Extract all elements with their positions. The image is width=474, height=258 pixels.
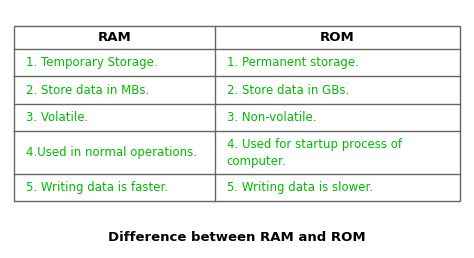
Text: 5. Writing data is slower.: 5. Writing data is slower. <box>227 181 373 194</box>
Text: RAM: RAM <box>98 31 131 44</box>
Bar <box>14 26 460 201</box>
Text: 5. Writing data is faster.: 5. Writing data is faster. <box>26 181 168 194</box>
Text: 1. Permanent storage.: 1. Permanent storage. <box>227 56 358 69</box>
Text: ROM: ROM <box>320 31 355 44</box>
Text: 3. Volatile.: 3. Volatile. <box>26 111 88 124</box>
Text: 2. Store data in GBs.: 2. Store data in GBs. <box>227 84 349 97</box>
Text: 2. Store data in MBs.: 2. Store data in MBs. <box>26 84 149 97</box>
Text: 4.Used in normal operations.: 4.Used in normal operations. <box>26 146 197 159</box>
Text: 4. Used for startup process of
computer.: 4. Used for startup process of computer. <box>227 138 401 167</box>
Text: Difference between RAM and ROM: Difference between RAM and ROM <box>108 231 366 244</box>
Text: 1. Temporary Storage.: 1. Temporary Storage. <box>26 56 158 69</box>
Text: 3. Non-volatile.: 3. Non-volatile. <box>227 111 316 124</box>
